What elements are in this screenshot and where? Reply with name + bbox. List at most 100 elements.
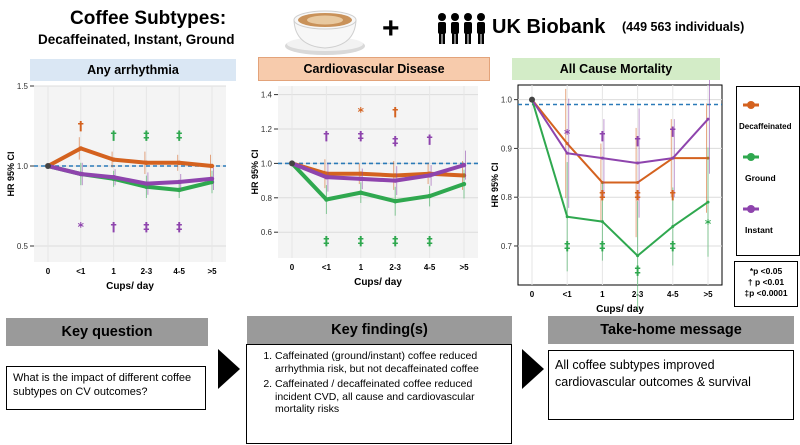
pvalue-1: *p <0.05 xyxy=(749,266,783,276)
significance-marker: ‡ xyxy=(635,188,641,202)
x-tick-label: 0 xyxy=(46,267,51,276)
significance-marker: † xyxy=(670,188,676,202)
page-title: Coffee Subtypes: xyxy=(70,8,227,29)
data-point-instant xyxy=(671,156,675,160)
data-point-instant xyxy=(209,176,215,181)
y-tick-label: 1.4 xyxy=(261,91,273,100)
significance-marker: ‡ xyxy=(392,234,398,248)
y-tick-label: 1.5 xyxy=(17,82,29,91)
significance-marker: ‡ xyxy=(427,234,433,248)
x-tick-label: >5 xyxy=(459,263,469,272)
page-subtitle: Decaffeinated, Instant, Ground xyxy=(38,32,235,47)
significance-marker: † xyxy=(427,132,433,146)
legend-marker-instant xyxy=(747,205,755,213)
arrhythmia-chart: 0.5 1.0 1.5 0 <1 1 2-3 4-5 >5 Cups/ day HR 95% CI †… xyxy=(6,82,226,292)
significance-marker: † xyxy=(599,129,605,143)
significance-marker: † xyxy=(635,134,641,148)
x-tick-label: 1 xyxy=(111,267,116,276)
legend: Decaffeinated Ground Instant xyxy=(736,86,800,256)
biobank-label: UK Biobank xyxy=(492,16,606,38)
key-question-text: What is the impact of different coffee s… xyxy=(6,366,206,410)
take-home-text: All coffee subtypes improved cardiovascu… xyxy=(548,350,794,420)
pvalue-2: † p <0.01 xyxy=(747,277,785,287)
series-line-ground xyxy=(290,162,465,204)
series-line-ground xyxy=(531,99,709,257)
data-point-ground xyxy=(706,200,710,204)
data-point-instant xyxy=(177,179,182,185)
y-tick-label: 0.9 xyxy=(501,144,513,153)
significance-marker: ‡ xyxy=(392,134,398,148)
y-tick-label: 0.7 xyxy=(501,242,513,251)
y-tick-label: 1.0 xyxy=(501,96,513,105)
y-tick-label: 1.0 xyxy=(261,159,273,168)
significance-marker: ‡ xyxy=(323,234,329,248)
data-point-instant xyxy=(393,178,398,183)
data-point-ground xyxy=(600,220,604,224)
y-tick-label: 0.6 xyxy=(261,228,273,237)
significance-marker: ‡ xyxy=(358,129,364,143)
data-point-ground xyxy=(671,224,675,228)
significance-marker: ‡ xyxy=(599,188,605,202)
key-findings-box: Caffeinated (ground/instant) coffee redu… xyxy=(246,344,512,444)
significance-marker: ‡ xyxy=(635,263,641,277)
significance-marker: † xyxy=(78,119,84,133)
x-tick-label: 1 xyxy=(600,290,605,299)
series-line-decaffeinated xyxy=(531,99,708,184)
key-finding-2: Caffeinated / decaffeinated coffee reduc… xyxy=(275,378,507,416)
baseline-point xyxy=(45,163,51,169)
data-point-ground xyxy=(324,197,329,202)
data-point-decaffeinated xyxy=(144,160,149,165)
panel-title-cvd: Cardiovascular Disease xyxy=(258,57,490,81)
data-point-instant xyxy=(636,161,640,165)
data-point-instant xyxy=(600,156,604,160)
people-icon xyxy=(438,13,485,44)
pvalue-key: *p <0.05 † p <0.01 ‡p <0.0001 xyxy=(734,261,798,307)
data-point-decaffeinated xyxy=(78,146,84,151)
significance-marker: * xyxy=(78,220,85,234)
significance-marker: † xyxy=(111,129,117,143)
legend-label: Instant xyxy=(745,225,773,235)
key-finding-1: Caffeinated (ground/instant) coffee redu… xyxy=(275,350,507,375)
series-line-instant xyxy=(47,164,213,186)
data-point-instant xyxy=(461,162,467,168)
legend-markers: Decaffeinated Ground Instant xyxy=(739,101,792,235)
panel-title-mortality: All Cause Mortality xyxy=(512,58,720,80)
data-point-decaffeinated xyxy=(636,181,640,185)
cvd-chart: 0.6 0.8 1.0 1.2 1.4 0 <1 1 2-3 4-5 >5 Cups/ day HR 9… xyxy=(250,86,478,288)
data-point-decaffeinated xyxy=(209,163,215,169)
x-axis-title: Cups/ day xyxy=(596,304,644,315)
x-axis-title: Cups/ day xyxy=(106,281,154,292)
x-tick-label: <1 xyxy=(322,263,332,272)
data-point-instant xyxy=(358,176,363,182)
legend-label: Decaffeinated xyxy=(739,122,792,131)
x-tick-label: 2-3 xyxy=(141,267,153,276)
arrow-icon xyxy=(218,349,240,389)
coffee-cup-image xyxy=(285,10,365,55)
significance-marker: † xyxy=(670,124,676,138)
data-point-instant xyxy=(324,174,329,180)
y-axis-title: HR 95% CI xyxy=(490,162,500,207)
data-point-ground xyxy=(427,193,432,199)
legend-marker-decaffeinated xyxy=(747,101,755,109)
significance-marker: ‡ xyxy=(599,239,605,253)
significance-marker: ‡ xyxy=(670,239,676,253)
y-axis-title: HR 95% CI xyxy=(6,151,16,196)
significance-marker: ‡ xyxy=(564,239,570,253)
significance-marker: * xyxy=(564,127,571,141)
y-axis-title: HR 95% CI xyxy=(250,149,260,194)
x-axis-title: Cups/ day xyxy=(354,277,402,288)
data-point-ground xyxy=(565,215,569,219)
individuals-count: (449 563 individuals) xyxy=(622,20,745,34)
significance-marker: ‡ xyxy=(143,220,149,234)
legend-label: Ground xyxy=(745,173,776,183)
baseline-point xyxy=(289,160,295,167)
panel-title-arrhythmia: Any arrhythmia xyxy=(30,59,236,81)
arrow-icon xyxy=(522,349,544,389)
plot-background xyxy=(34,86,226,262)
significance-marker: † xyxy=(111,220,117,234)
plot-background xyxy=(517,84,723,286)
significance-marker: † xyxy=(323,129,329,143)
significance-marker: ‡ xyxy=(358,234,364,248)
significance-marker: ‡ xyxy=(143,129,149,143)
plus-sign: + xyxy=(382,12,400,45)
